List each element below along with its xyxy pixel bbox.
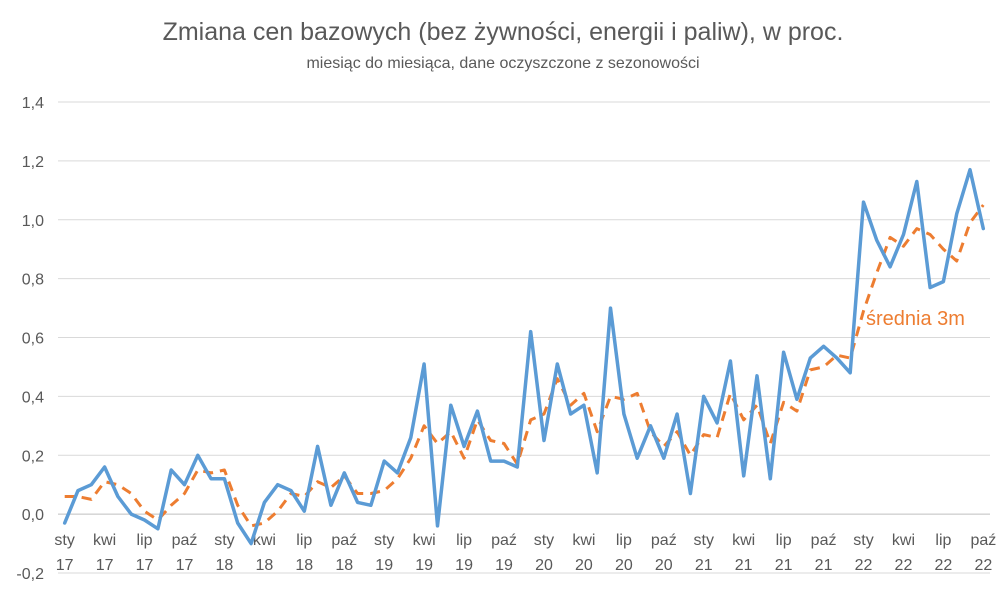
- x-tick-year-label: 20: [655, 557, 673, 574]
- x-tick-year-label: 17: [136, 557, 154, 574]
- x-tick-month-label: sty: [853, 532, 873, 549]
- y-tick-label: 0,2: [22, 448, 44, 465]
- y-tick-label: 0,6: [22, 331, 44, 348]
- x-tick-month-label: kwi: [413, 532, 436, 549]
- y-tick-label: 0,4: [22, 389, 44, 406]
- x-tick-year-label: 18: [335, 557, 353, 574]
- y-tick-label: -0,2: [16, 566, 44, 583]
- y-axis-ticks: -0,2 0,0 0,2 0,4 0,6 0,8 1,0 1,2 1,4: [16, 95, 44, 583]
- x-tick-year-label: 17: [56, 557, 74, 574]
- x-tick-month-label: sty: [534, 532, 554, 549]
- x-tick-year-label: 18: [295, 557, 313, 574]
- x-tick-year-label: 22: [855, 557, 873, 574]
- x-tick-year-label: 18: [255, 557, 273, 574]
- x-tick-month-label: paź: [651, 532, 677, 549]
- x-tick-month-label: sty: [374, 532, 394, 549]
- x-tick-year-label: 20: [535, 557, 553, 574]
- x-tick-year-label: 21: [815, 557, 833, 574]
- x-tick-year-label: 22: [974, 557, 992, 574]
- y-tick-label: 0,0: [22, 507, 44, 524]
- x-tick-year-label: 20: [615, 557, 633, 574]
- chart-subtitle: miesiąc do miesiąca, dane oczyszczone z …: [306, 55, 700, 72]
- x-tick-month-label: kwi: [892, 532, 915, 549]
- x-tick-year-label: 19: [375, 557, 393, 574]
- x-tick-month-label: lip: [456, 532, 472, 549]
- x-tick-month-label: paź: [172, 532, 198, 549]
- x-tick-month-label: kwi: [93, 532, 116, 549]
- x-tick-month-label: paź: [811, 532, 837, 549]
- x-tick-year-label: 22: [935, 557, 953, 574]
- series-annotation-label: średnia 3m: [866, 308, 965, 330]
- x-tick-year-label: 19: [415, 557, 433, 574]
- y-tick-label: 0,8: [22, 272, 44, 289]
- x-tick-month-label: lip: [296, 532, 312, 549]
- x-tick-month-label: sty: [54, 532, 74, 549]
- x-tick-month-label: kwi: [572, 532, 595, 549]
- y-tick-label: 1,0: [22, 213, 44, 230]
- x-tick-year-label: 17: [176, 557, 194, 574]
- x-tick-year-label: 21: [695, 557, 713, 574]
- x-tick-month-label: kwi: [253, 532, 276, 549]
- x-tick-year-label: 18: [216, 557, 234, 574]
- x-tick-year-label: 21: [735, 557, 753, 574]
- x-tick-year-label: 22: [895, 557, 913, 574]
- x-tick-month-label: kwi: [732, 532, 755, 549]
- chart-title: Zmiana cen bazowych (bez żywności, energ…: [162, 18, 844, 46]
- x-tick-month-label: sty: [214, 532, 234, 549]
- x-tick-month-label: lip: [776, 532, 792, 549]
- gridlines: [58, 101, 990, 574]
- x-tick-year-label: 19: [495, 557, 513, 574]
- x-tick-month-label: sty: [694, 532, 714, 549]
- x-tick-year-label: 17: [96, 557, 114, 574]
- x-tick-month-label: paź: [970, 532, 996, 549]
- x-tick-month-label: paź: [331, 532, 357, 549]
- y-tick-label: 1,4: [22, 95, 44, 112]
- y-tick-label: 1,2: [22, 154, 44, 171]
- x-tick-year-label: 21: [775, 557, 793, 574]
- x-tick-month-label: lip: [616, 532, 632, 549]
- x-tick-year-label: 19: [455, 557, 473, 574]
- x-axis-ticks: sty 17 kwi 17 lip 17 paź 17 sty 18 kwi 18 lip 18 paź 18…: [54, 532, 996, 574]
- x-tick-month-label: lip: [137, 532, 153, 549]
- x-tick-month-label: paź: [491, 532, 517, 549]
- series-line-avg3m: [64, 204, 985, 528]
- series-layer: [62, 167, 986, 546]
- x-tick-month-label: lip: [935, 532, 951, 549]
- series-line-monthly: [62, 167, 986, 546]
- x-tick-year-label: 20: [575, 557, 593, 574]
